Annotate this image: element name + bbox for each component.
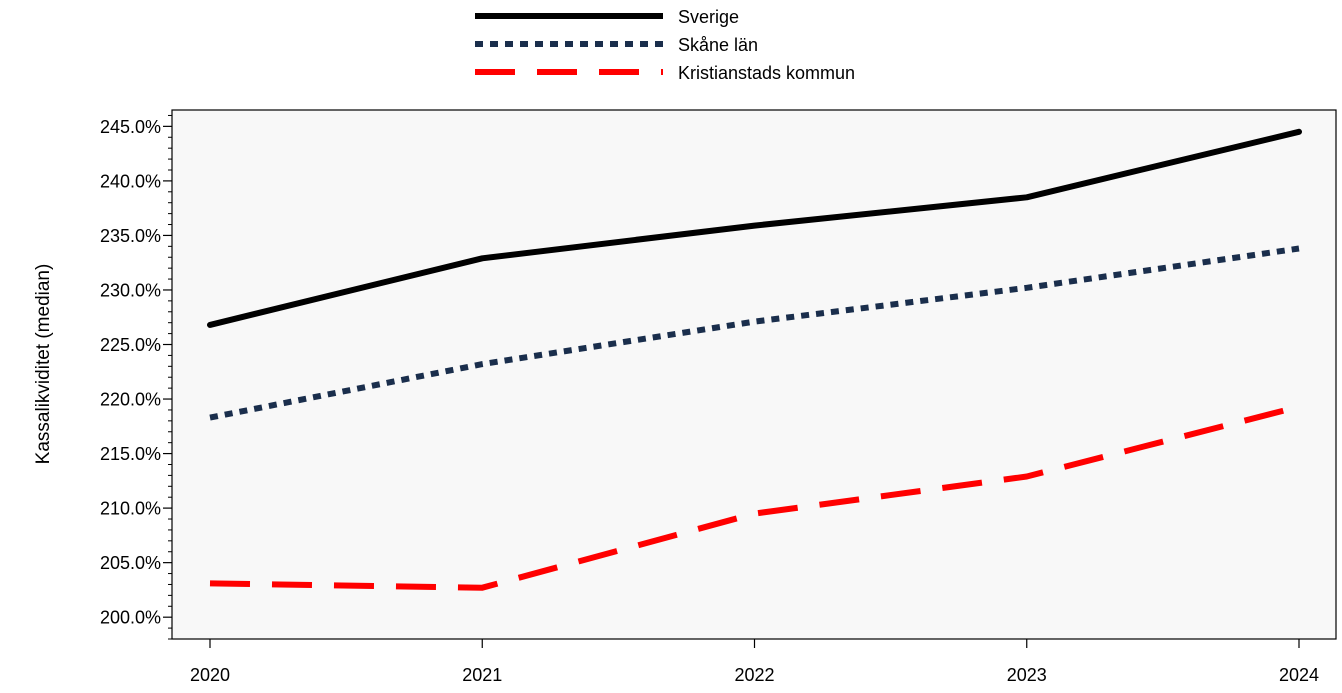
x-tick-label: 2021 (462, 665, 502, 685)
x-tick-label: 2022 (734, 665, 774, 685)
y-axis-label: Kassalikviditet (median) (33, 264, 54, 465)
legend-label: Sverige (678, 7, 739, 27)
y-axis: 200.0% 205.0% 210.0% 215.0% 220.0% 225.0% 230.… (100, 114, 172, 640)
plot-area (171, 109, 1337, 640)
y-tick-label: 225.0% (100, 335, 161, 355)
y-tick-label: 210.0% (100, 499, 161, 519)
y-tick-label: 205.0% (100, 553, 161, 573)
y-tick-label: 230.0% (100, 280, 161, 300)
y-tick-label: 240.0% (100, 171, 161, 191)
series-line (209, 245, 1300, 421)
legend-label: Skåne län (678, 35, 758, 55)
x-tick-label: 2024 (1279, 665, 1319, 685)
y-tick-label: 245.0% (100, 117, 161, 137)
x-tick-label: 2023 (1007, 665, 1047, 685)
y-tick-label: 235.0% (100, 226, 161, 246)
legend-label: Kristianstads kommun (678, 63, 855, 83)
series-lines (207, 128, 1302, 591)
y-tick-label: 215.0% (100, 444, 161, 464)
legend: Sverige Skåne län Kristianstads kommun (475, 7, 855, 83)
y-tick-label: 200.0% (100, 608, 161, 628)
x-axis: 2020 2021 2022 2023 2024 (190, 639, 1319, 685)
x-tick-label: 2020 (190, 665, 230, 685)
y-tick-label: 220.0% (100, 390, 161, 410)
series-line (207, 128, 1302, 328)
